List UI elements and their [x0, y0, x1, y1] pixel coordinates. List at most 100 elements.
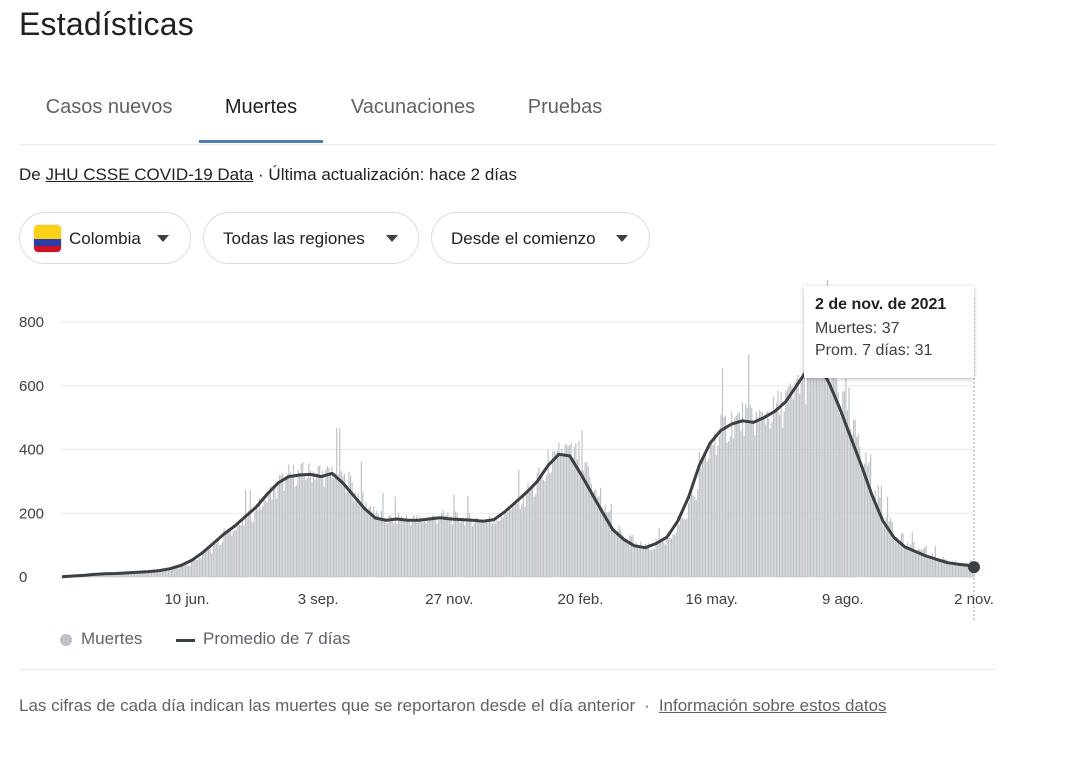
tab-casos-nuevos[interactable]: Casos nuevos: [45, 96, 173, 118]
colombia-flag-icon: [34, 225, 61, 252]
deaths-bar: [615, 530, 617, 577]
deaths-chart[interactable]: 0 200 400 600 800 10 jun. 3 sep. 27 nov. 20 feb.…: [0, 279, 1067, 625]
data-info-link[interactable]: Información sobre estos datos: [658, 696, 887, 715]
tooltip-date: 2 de nov. de 2021: [815, 296, 947, 313]
deaths-bar: [515, 499, 517, 577]
deaths-bar: [177, 567, 179, 577]
chart-tooltip: 2 de nov. de 2021 Muertes: 37 Prom. 7 dí…: [804, 286, 974, 378]
deaths-bar: [354, 491, 356, 577]
deaths-bar: [212, 545, 214, 577]
deaths-bar: [644, 543, 646, 577]
deaths-bar: [581, 430, 583, 577]
deaths-bar: [814, 367, 816, 577]
deaths-bar: [678, 524, 680, 577]
deaths-bar: [453, 494, 455, 577]
deaths-bar: [476, 517, 478, 577]
deaths-bar: [312, 471, 315, 577]
deaths-bar: [857, 434, 859, 577]
deaths-bar: [371, 512, 373, 577]
deaths-bar: [519, 509, 521, 577]
deaths-bar: [718, 436, 720, 577]
deaths-bar: [175, 568, 177, 577]
deaths-bar: [430, 519, 432, 577]
region-dropdown[interactable]: Todas las regiones: [203, 212, 419, 264]
deaths-bar: [416, 514, 418, 577]
country-label: Colombia: [69, 229, 141, 248]
deaths-bar: [721, 368, 724, 577]
source-link[interactable]: JHU CSSE COVID-19 Data: [45, 165, 254, 184]
deaths-bar: [129, 572, 131, 577]
deaths-bar: [363, 510, 366, 577]
deaths-bar: [308, 463, 310, 577]
deaths-bar: [231, 535, 233, 577]
deaths-bar: [612, 526, 614, 577]
deaths-bar: [862, 473, 864, 577]
deaths-bar: [504, 512, 506, 577]
tab-muertes[interactable]: Muertes: [199, 78, 323, 143]
period-dropdown[interactable]: Desde el comienzo: [431, 212, 650, 264]
deaths-bar: [641, 545, 643, 577]
deaths-bar: [740, 430, 742, 577]
deaths-bar: [266, 502, 268, 577]
deaths-bar: [501, 512, 503, 577]
deaths-bar: [160, 570, 162, 577]
deaths-bar: [282, 472, 284, 577]
deaths-bar: [98, 574, 100, 577]
legend-item-average[interactable]: Promedio de 7 días: [176, 629, 350, 649]
deaths-bar: [340, 471, 342, 577]
deaths-bar: [143, 571, 145, 577]
deaths-bar: [856, 437, 858, 577]
country-dropdown[interactable]: Colombia: [19, 212, 191, 264]
deaths-bar: [882, 525, 884, 577]
deaths-bar: [868, 462, 870, 577]
deaths-bar: [947, 561, 949, 577]
deaths-bar: [405, 514, 407, 577]
deaths-bar: [936, 558, 938, 577]
tab-pruebas[interactable]: Pruebas: [527, 96, 603, 118]
deaths-chart-svg[interactable]: 0 200 400 600 800 10 jun. 3 sep. 27 nov. 20 feb.…: [0, 279, 1067, 625]
deaths-bar: [728, 441, 730, 577]
deaths-bar: [473, 523, 475, 577]
deaths-bar: [542, 480, 545, 577]
deaths-bar: [454, 511, 457, 577]
deaths-bar: [712, 445, 714, 577]
deaths-bar: [792, 399, 795, 577]
deaths-bar: [704, 455, 707, 577]
deaths-bar: [964, 563, 966, 577]
deaths-bar: [360, 461, 362, 577]
deaths-bar: [234, 530, 236, 577]
deaths-bar: [738, 412, 741, 577]
deaths-bar: [846, 410, 849, 577]
deaths-bar: [370, 505, 372, 577]
x-tick-label: 2 nov.: [954, 591, 994, 608]
deaths-bar: [741, 401, 744, 577]
y-tick-label: 800: [19, 314, 44, 331]
deaths-bar: [706, 461, 708, 577]
deaths-bar: [391, 518, 393, 577]
deaths-bar: [158, 570, 160, 577]
deaths-bar: [616, 530, 619, 577]
deaths-bar: [640, 541, 642, 577]
deaths-bar: [226, 531, 228, 577]
tab-vacunaciones[interactable]: Vacunaciones: [350, 96, 476, 118]
deaths-bar: [130, 572, 133, 577]
deaths-bar: [783, 411, 785, 577]
legend-item-deaths[interactable]: Muertes: [60, 629, 142, 649]
deaths-bar: [104, 573, 106, 577]
deaths-bar: [241, 519, 244, 577]
deaths-bar: [853, 419, 855, 577]
deaths-bar: [393, 523, 395, 577]
legend-dot-icon: [60, 634, 72, 646]
deaths-bar: [877, 485, 879, 577]
deaths-bar: [437, 520, 440, 577]
deaths-bar: [493, 519, 495, 577]
deaths-bar: [610, 503, 612, 577]
x-tick-label: 9 ago.: [822, 591, 864, 608]
deaths-bar: [112, 573, 114, 577]
deaths-bar: [751, 407, 753, 577]
deaths-bar: [275, 498, 278, 577]
deaths-bar: [300, 463, 302, 577]
deaths-bar: [255, 508, 258, 577]
deaths-bar: [687, 503, 690, 577]
deaths-bar: [279, 475, 281, 577]
